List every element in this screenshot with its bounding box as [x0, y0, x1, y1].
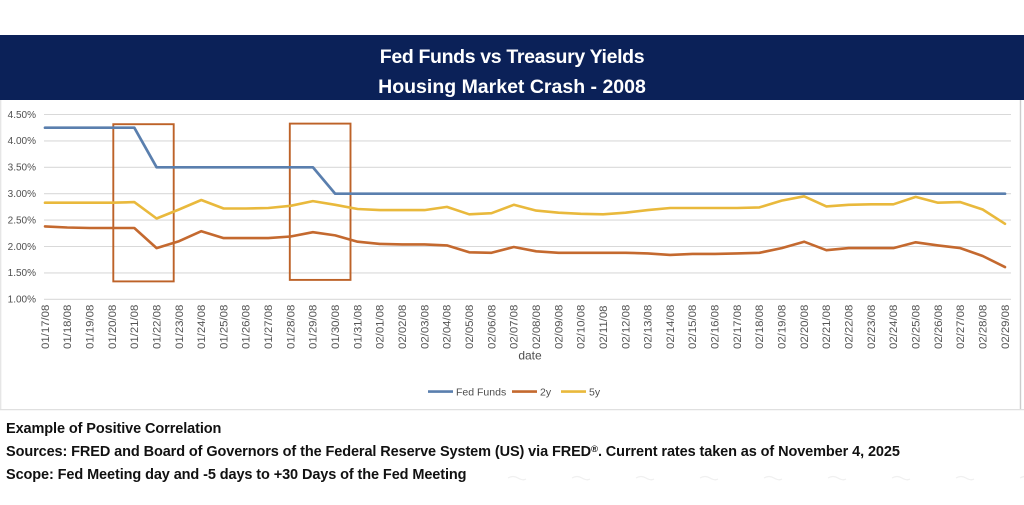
svg-text:5y: 5y	[589, 386, 601, 398]
svg-text:02/06/08: 02/06/08	[486, 305, 498, 349]
svg-text:2.00%: 2.00%	[8, 242, 36, 253]
svg-text:01/21/08: 01/21/08	[129, 305, 141, 349]
svg-text:01/22/08: 01/22/08	[151, 305, 163, 349]
svg-text:02/05/08: 02/05/08	[464, 305, 476, 349]
svg-text:02/09/08: 02/09/08	[553, 305, 565, 349]
svg-text:02/28/08: 02/28/08	[978, 305, 990, 349]
svg-text:01/19/08: 01/19/08	[85, 305, 97, 349]
svg-text:01/29/08: 01/29/08	[308, 305, 320, 349]
svg-text:Fed Funds: Fed Funds	[456, 386, 506, 398]
svg-text:01/25/08: 01/25/08	[218, 305, 230, 349]
svg-text:02/20/08: 02/20/08	[799, 305, 811, 349]
svg-text:1.50%: 1.50%	[8, 268, 36, 279]
svg-text:01/23/08: 01/23/08	[174, 305, 186, 349]
svg-text:01/20/08: 01/20/08	[107, 305, 119, 349]
svg-text:02/04/08: 02/04/08	[442, 305, 454, 349]
svg-text:02/12/08: 02/12/08	[620, 305, 632, 349]
svg-text:01/27/08: 01/27/08	[263, 305, 275, 349]
svg-text:02/15/08: 02/15/08	[687, 305, 699, 349]
svg-text:02/22/08: 02/22/08	[844, 305, 856, 349]
svg-text:02/27/08: 02/27/08	[955, 305, 967, 349]
svg-text:3.50%: 3.50%	[8, 163, 36, 174]
svg-text:02/21/08: 02/21/08	[821, 305, 833, 349]
svg-text:02/08/08: 02/08/08	[531, 305, 543, 349]
svg-text:2y: 2y	[540, 386, 552, 398]
svg-text:4.00%: 4.00%	[8, 136, 36, 147]
svg-text:01/17/08: 01/17/08	[40, 305, 52, 349]
svg-text:01/31/08: 01/31/08	[352, 305, 364, 349]
svg-text:02/24/08: 02/24/08	[888, 305, 900, 349]
svg-text:02/26/08: 02/26/08	[933, 305, 945, 349]
svg-text:02/10/08: 02/10/08	[576, 305, 588, 349]
svg-text:4.50%: 4.50%	[8, 110, 36, 121]
svg-text:01/26/08: 01/26/08	[241, 305, 253, 349]
svg-text:02/23/08: 02/23/08	[866, 305, 878, 349]
svg-text:02/18/08: 02/18/08	[754, 305, 766, 349]
svg-text:02/07/08: 02/07/08	[509, 305, 521, 349]
svg-text:02/25/08: 02/25/08	[911, 305, 923, 349]
svg-text:02/03/08: 02/03/08	[419, 305, 431, 349]
svg-text:02/02/08: 02/02/08	[397, 305, 409, 349]
svg-text:2.50%: 2.50%	[8, 215, 36, 226]
svg-text:02/14/08: 02/14/08	[665, 305, 677, 349]
svg-text:01/28/08: 01/28/08	[285, 305, 297, 349]
svg-text:02/11/08: 02/11/08	[598, 306, 610, 350]
svg-text:02/01/08: 02/01/08	[375, 305, 387, 349]
svg-text:02/17/08: 02/17/08	[732, 305, 744, 349]
svg-text:01/30/08: 01/30/08	[330, 305, 342, 349]
svg-text:02/29/08: 02/29/08	[1000, 305, 1012, 349]
svg-text:01/24/08: 01/24/08	[196, 305, 208, 349]
svg-text:02/19/08: 02/19/08	[777, 305, 789, 349]
svg-text:3.00%: 3.00%	[8, 189, 36, 200]
svg-text:date: date	[518, 348, 542, 362]
svg-text:1.00%: 1.00%	[8, 295, 36, 306]
svg-text:02/13/08: 02/13/08	[643, 305, 655, 349]
svg-text:02/16/08: 02/16/08	[710, 305, 722, 349]
svg-text:01/18/08: 01/18/08	[62, 305, 74, 349]
